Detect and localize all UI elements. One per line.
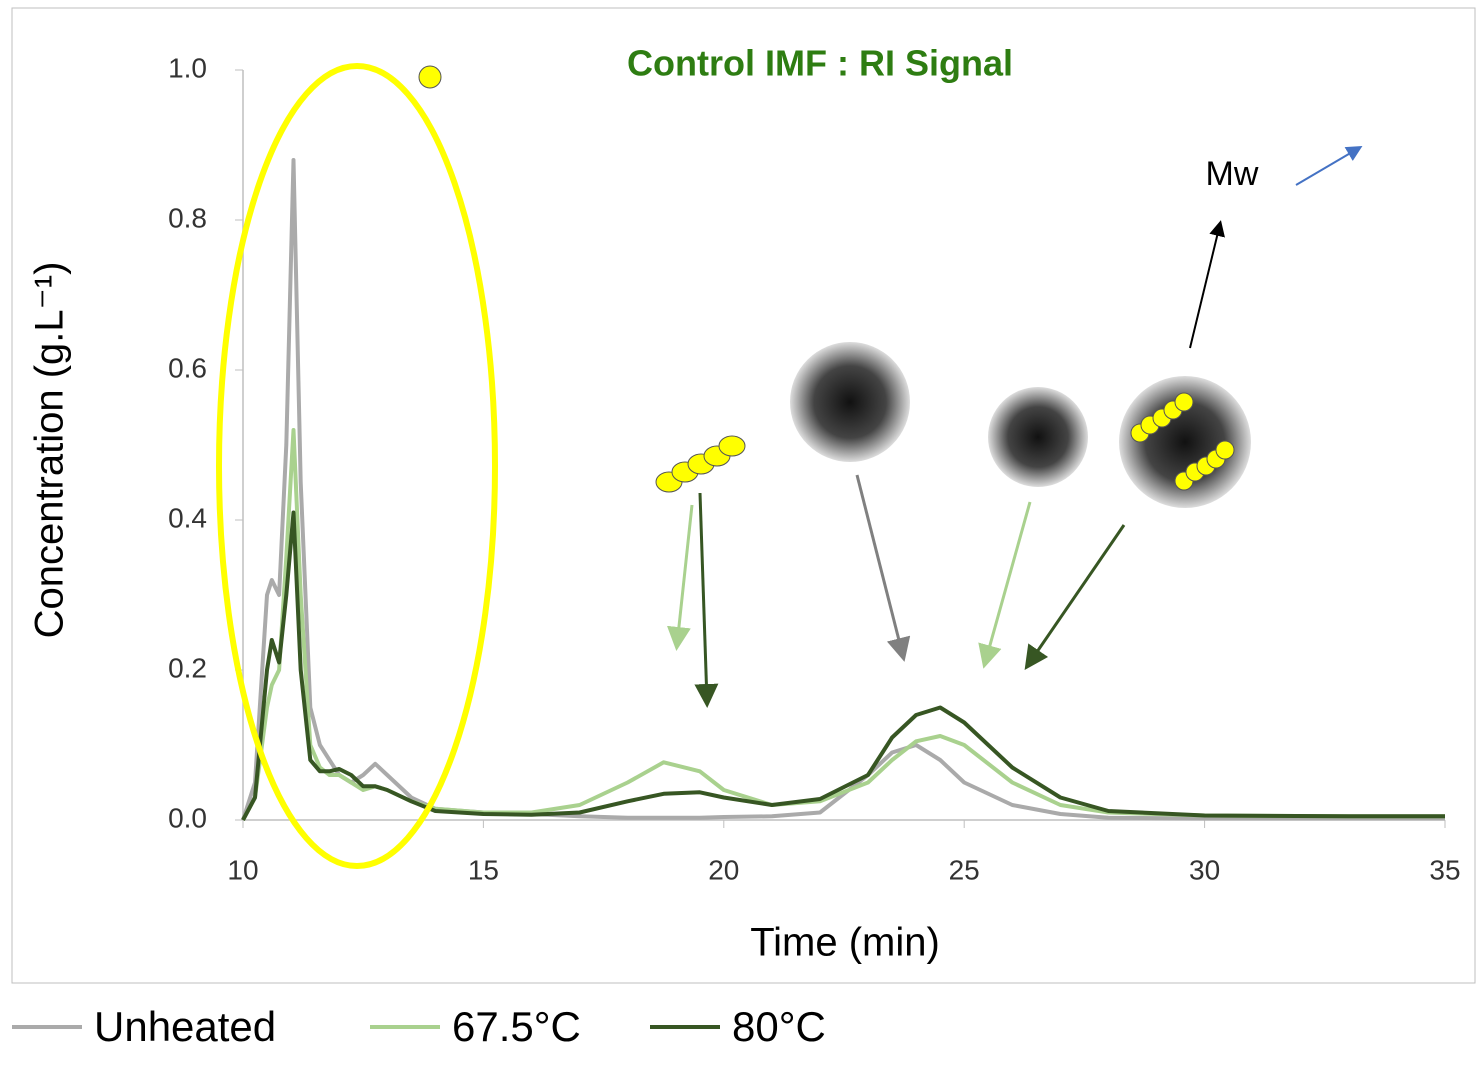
aggregate-icon: [790, 342, 910, 462]
aggregate-icon: [1119, 376, 1251, 508]
x-tick-label: 20: [708, 854, 739, 885]
arrow: [1295, 145, 1363, 186]
highlight-ellipse: [216, 63, 498, 869]
y-tick-label: 0.6: [168, 352, 207, 383]
y-tick-label: 0.8: [168, 202, 207, 233]
x-axis-label: Time (min): [750, 921, 940, 965]
series-line: [241, 510, 1445, 821]
chain-icon: [655, 435, 746, 493]
x-tick-label: 15: [468, 854, 499, 885]
y-tick-label: 1.0: [168, 52, 207, 83]
series-line: [241, 158, 1445, 821]
legend-label: Unheated: [94, 1003, 276, 1050]
y-tick-label: 0.2: [168, 652, 207, 683]
series-line: [241, 428, 1445, 821]
x-tick-label: 10: [227, 854, 258, 885]
plot-area: 0.0 0.2 0.4 0.6 0.8 1.0 10 15 20 25 30 35: [168, 52, 1461, 885]
arrow: [978, 501, 1032, 669]
x-tick-label: 35: [1429, 854, 1460, 885]
bound-chain-icon: [1130, 392, 1235, 491]
aggregate-icon: [988, 387, 1088, 487]
y-tick-label: 0.4: [168, 502, 207, 533]
arrow: [1189, 220, 1225, 349]
y-axis-label: Concentration (g.L⁻¹): [28, 262, 72, 639]
legend-label: 67.5°C: [452, 1003, 581, 1050]
chart-border: [11, 7, 1476, 984]
arrow: [1024, 524, 1126, 670]
annotation: Mw: [1206, 155, 1259, 193]
arrow: [855, 474, 911, 662]
y-tick-label: 0.0: [168, 802, 207, 833]
legend: Unheated 67.5°C 80°C: [12, 1003, 826, 1050]
arrow: [666, 504, 694, 651]
monomer-icon: [418, 65, 442, 89]
legend-label: 80°C: [732, 1003, 826, 1050]
arrow: [694, 492, 719, 708]
x-tick-label: 30: [1189, 854, 1220, 885]
chart-title: Control IMF : RI Signal: [627, 43, 1013, 84]
x-tick-label: 25: [949, 854, 980, 885]
